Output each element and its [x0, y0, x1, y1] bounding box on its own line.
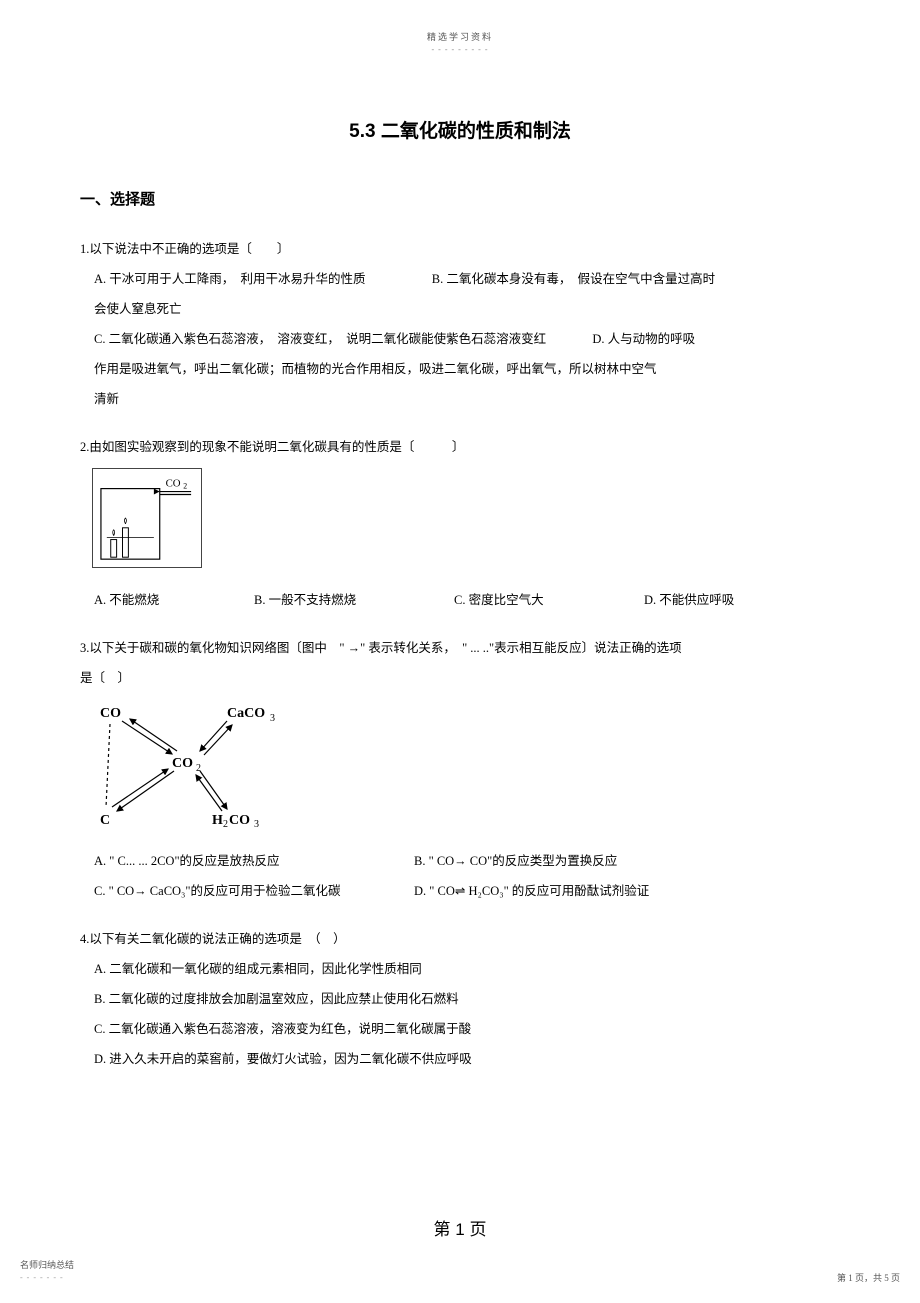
q4-optA: A. 二氧化碳和一氧化碳的组成元素相同，因此化学性质相同	[80, 954, 840, 984]
top-header: 精选学习资料	[80, 30, 840, 44]
svg-text:CO: CO	[229, 813, 250, 828]
q3-stem-2: 是〔 〕	[80, 663, 840, 693]
q4-optD: D. 进入久未开启的菜窖前，要做灯火试验，因为二氧化碳不供应呼吸	[80, 1044, 840, 1074]
svg-text:CO: CO	[166, 477, 181, 489]
q2-optD: D. 不能供应呼吸	[644, 585, 734, 615]
section-heading: 一、选择题	[80, 188, 840, 212]
svg-text:3: 3	[270, 713, 275, 724]
q1-stem: 1.以下说法中不正确的选项是〔 〕	[80, 234, 840, 264]
q2-optB: B. 一般不支持燃烧	[254, 585, 454, 615]
q1-optB-p1: B. 二氧化碳本身没有毒， 假设在空气中含量过高时	[432, 272, 715, 286]
q1-optA: A. 干冰可用于人工降雨， 利用干冰易升华的性质	[94, 272, 366, 286]
q3-optC: C. " CO→ CaCO₃"的反应可用于检验二氧化碳	[94, 876, 414, 906]
q3-stem-1: 3.以下关于碳和碳的氧化物知识网络图〔图中 " →" 表示转化关系， " ...…	[80, 633, 840, 663]
footer-left: 名师归纳总结 - - - - - - -	[20, 1258, 74, 1285]
q4-optB: B. 二氧化碳的过度排放会加剧温室效应，因此应禁止使用化石燃料	[80, 984, 840, 1014]
svg-text:2: 2	[183, 481, 187, 490]
q2-diagram: CO 2	[92, 468, 202, 568]
q3-diagram: CO CaCO 3 CO 2 C H 2 CO 3	[92, 699, 282, 829]
q2-optA: A. 不能燃烧	[94, 585, 254, 615]
svg-text:3: 3	[254, 819, 259, 829]
svg-text:C: C	[100, 813, 110, 828]
svg-text:CaCO: CaCO	[227, 706, 265, 721]
q3-optB: B. " CO→ CO"的反应类型为置换反应	[414, 846, 617, 876]
svg-text:2: 2	[223, 819, 228, 829]
q3-optD: D. " CO⇌ H₂CO₃" 的反应可用酚酞试剂验证	[414, 876, 649, 906]
q3-optA: A. " C... ... 2CO"的反应是放热反应	[94, 846, 414, 876]
question-4: 4.以下有关二氧化碳的说法正确的选项是 （ ） A. 二氧化碳和一氧化碳的组成元…	[80, 924, 840, 1074]
q4-stem: 4.以下有关二氧化碳的说法正确的选项是 （ ）	[80, 924, 840, 954]
footer-page-number: 第 1 页	[0, 1216, 920, 1243]
svg-text:H: H	[212, 813, 223, 828]
footer-left-dots: - - - - - - -	[20, 1272, 74, 1285]
q1-optB-p2: 会使人窒息死亡	[80, 294, 840, 324]
footer-left-text: 名师归纳总结	[20, 1258, 74, 1272]
page-title: 5.3 二氧化碳的性质和制法	[80, 117, 840, 147]
q1-optD-p3: 清新	[80, 384, 840, 414]
q2-optC: C. 密度比空气大	[454, 585, 644, 615]
top-dots: - - - - - - - - -	[80, 44, 840, 57]
question-2: 2.由如图实验观察到的现象不能说明二氧化碳具有的性质是〔 〕 CO 2 A. 不…	[80, 432, 840, 615]
question-3: 3.以下关于碳和碳的氧化物知识网络图〔图中 " →" 表示转化关系， " ...…	[80, 633, 840, 906]
q1-optD-p2: 作用是吸进氧气，呼出二氧化碳；而植物的光合作用相反，吸进二氧化碳，呼出氧气，所以…	[80, 354, 840, 384]
question-1: 1.以下说法中不正确的选项是〔 〕 A. 干冰可用于人工降雨， 利用干冰易升华的…	[80, 234, 840, 414]
q1-optD-p1: D. 人与动物的呼吸	[592, 332, 695, 346]
q2-stem: 2.由如图实验观察到的现象不能说明二氧化碳具有的性质是〔 〕	[80, 432, 840, 462]
q4-optC: C. 二氧化碳通入紫色石蕊溶液，溶液变为红色，说明二氧化碳属于酸	[80, 1014, 840, 1044]
q1-optC: C. 二氧化碳通入紫色石蕊溶液， 溶液变红， 说明二氧化碳能使紫色石蕊溶液变红	[94, 332, 546, 346]
svg-text:CO: CO	[100, 706, 121, 721]
footer-right: 第 1 页，共 5 页	[837, 1271, 900, 1285]
svg-text:CO: CO	[172, 756, 193, 771]
